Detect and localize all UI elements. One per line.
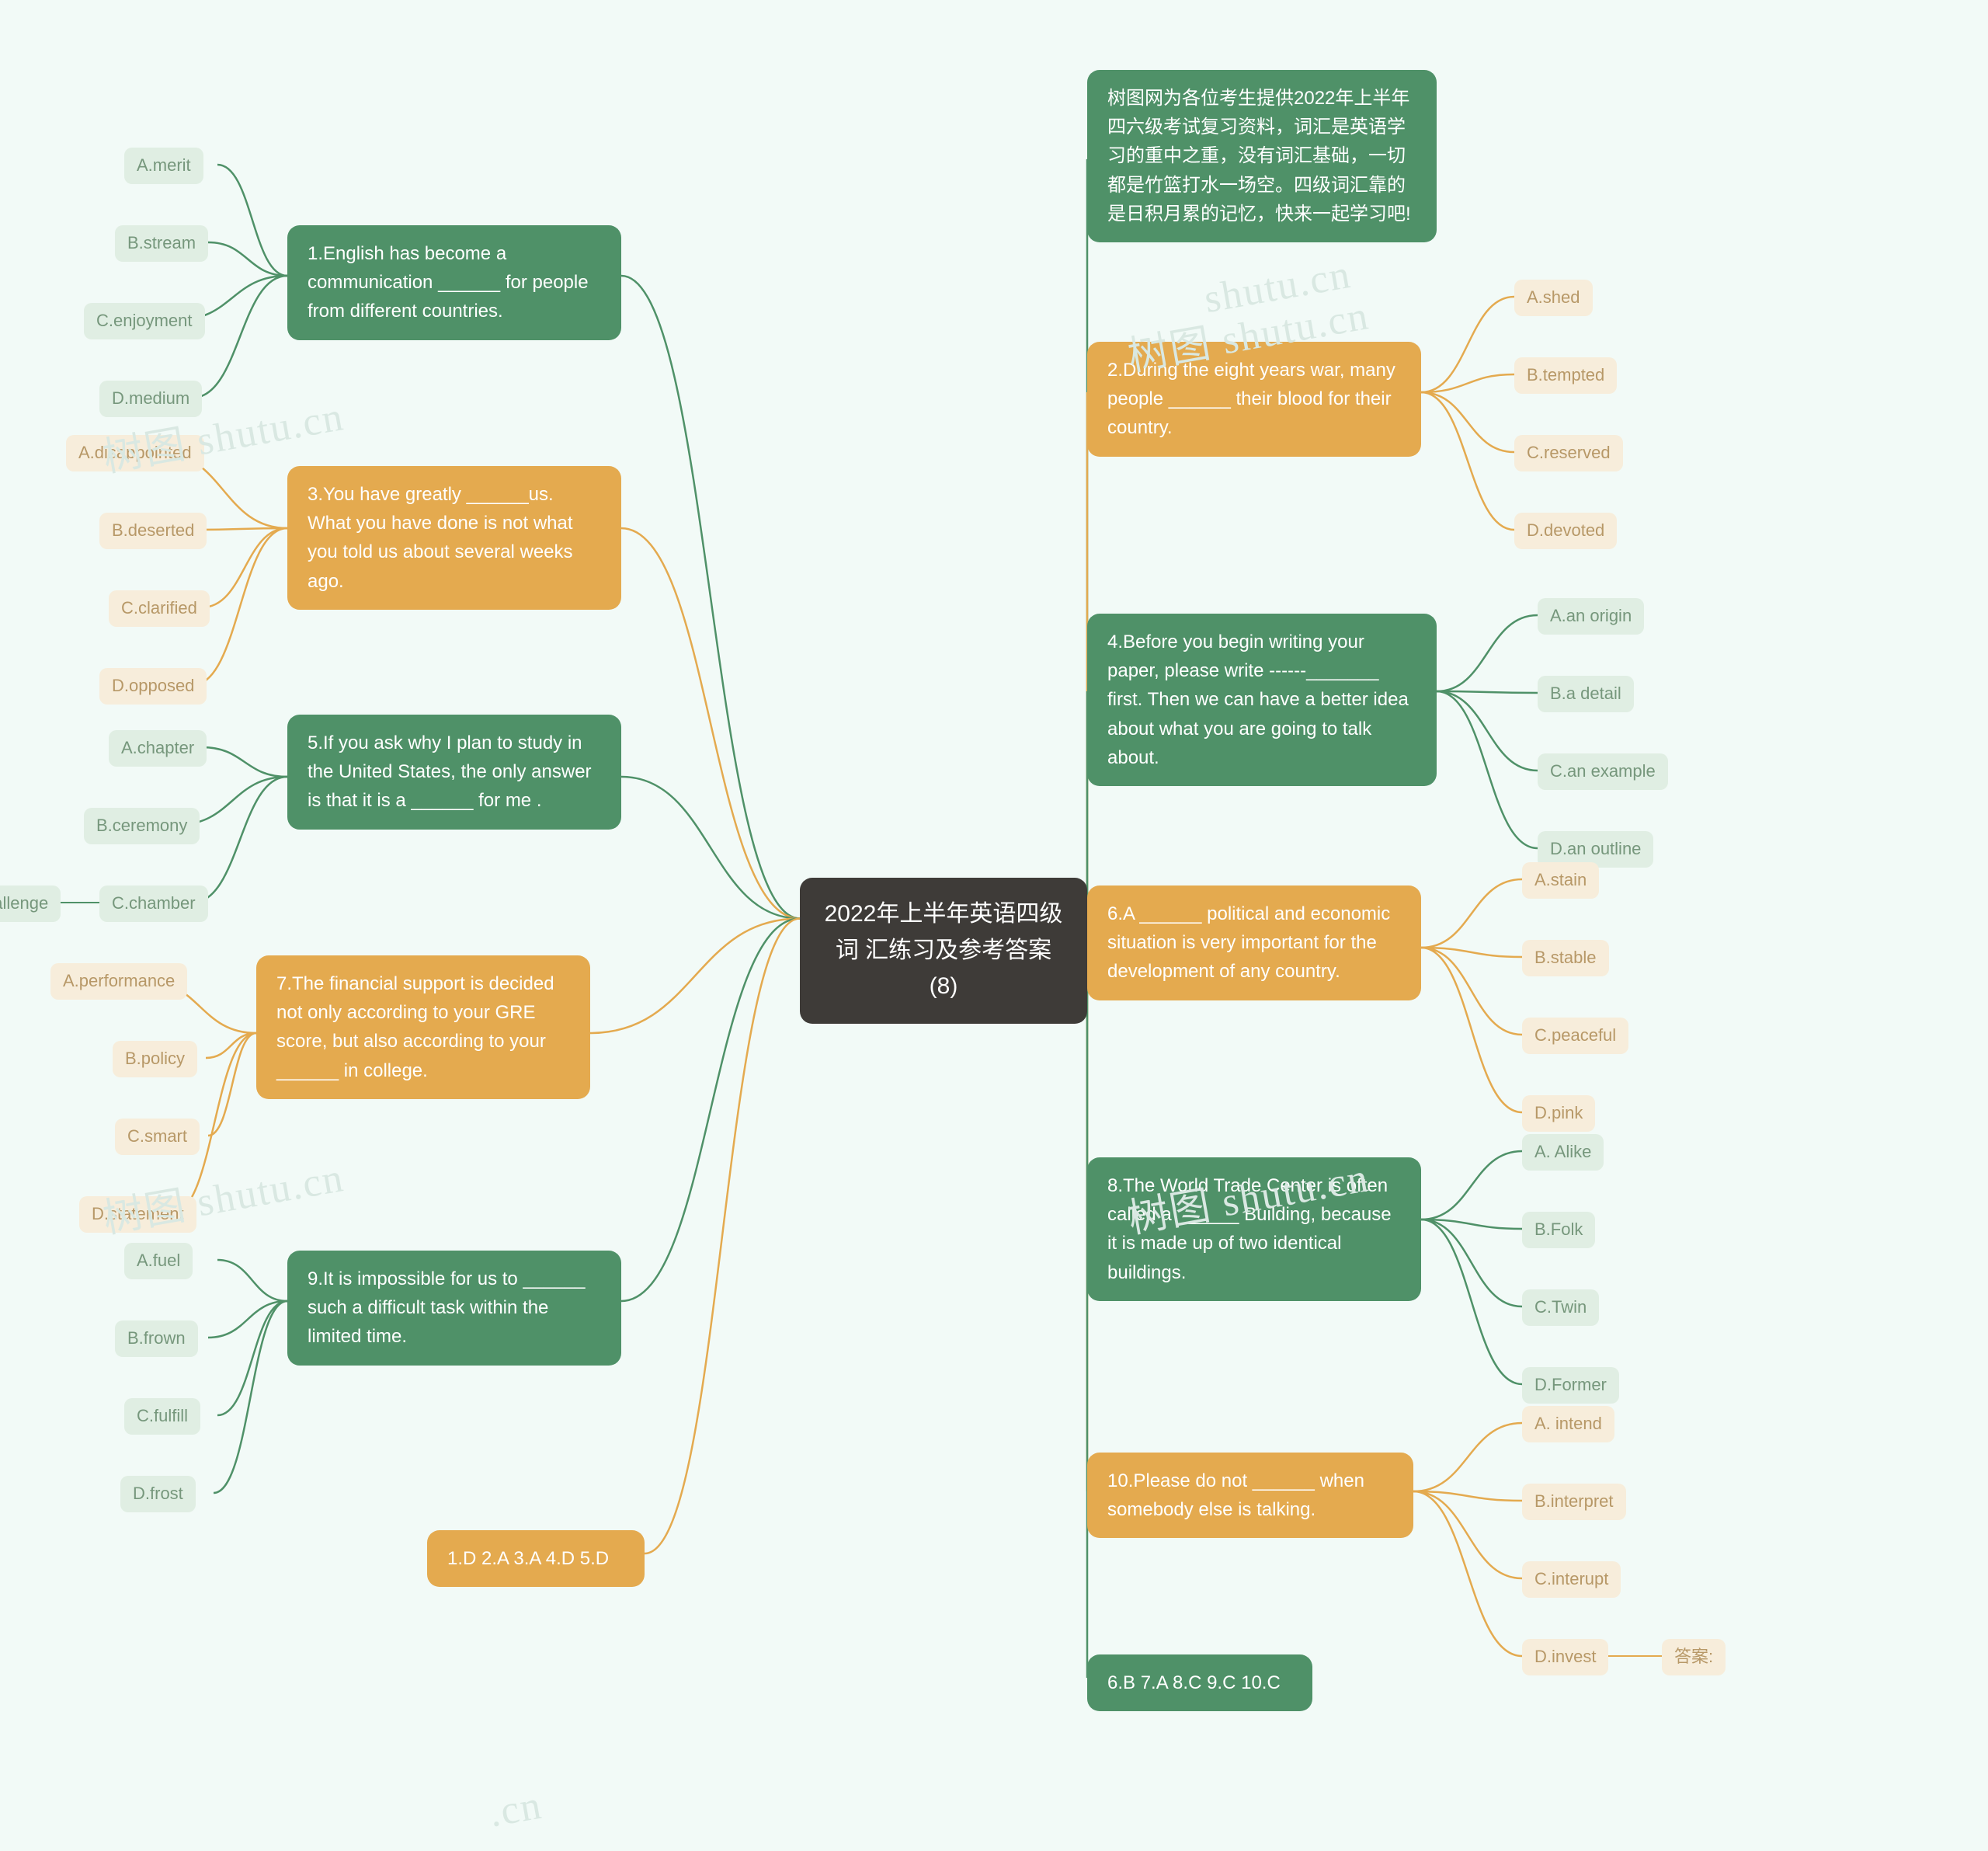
leaf-q5-2-child: D challenge	[0, 885, 61, 922]
center-text: 2022年上半年英语四级词 汇练习及参考答案(8)	[825, 901, 1063, 999]
leaf-q7-2: C.smart	[115, 1119, 200, 1155]
branch-ans1: 1.D 2.A 3.A 4.D 5.D	[427, 1530, 645, 1587]
leaf-q9-3: D.frost	[120, 1476, 196, 1512]
leaf-q3-3: D.opposed	[99, 668, 207, 705]
branch-q4: 4.Before you begin writing your paper, p…	[1087, 614, 1437, 786]
leaf-q9-1: B.frown	[115, 1320, 198, 1357]
leaf-q6-3: D.pink	[1522, 1095, 1595, 1132]
leaf-q8-2: C.Twin	[1522, 1289, 1599, 1326]
branch-q6: 6.A ______ political and economic situat…	[1087, 885, 1421, 1000]
leaf-q10-0: A. intend	[1522, 1406, 1614, 1442]
branch-ans2: 6.B 7.A 8.C 9.C 10.C	[1087, 1654, 1312, 1711]
leaf-q2-0: A.shed	[1514, 280, 1593, 316]
branch-q2: 2.During the eight years war, many peopl…	[1087, 342, 1421, 457]
leaf-q2-2: C.reserved	[1514, 435, 1623, 471]
branch-q7: 7.The financial support is decided not o…	[256, 955, 590, 1099]
leaf-q1-0: A.merit	[124, 148, 203, 184]
branch-q9: 9.It is impossible for us to ______ such…	[287, 1251, 621, 1366]
leaf-q8-3: D.Former	[1522, 1367, 1619, 1404]
leaf-q9-0: A.fuel	[124, 1243, 193, 1279]
leaf-q7-0: A.performance	[50, 963, 187, 1000]
leaf-q4-0: A.an origin	[1538, 598, 1644, 635]
watermark-4: shutu.cn	[1201, 252, 1354, 322]
branch-q5: 5.If you ask why I plan to study in the …	[287, 715, 621, 830]
leaf-q5-1: B.ceremony	[84, 808, 200, 844]
leaf-q10-3: D.invest	[1522, 1639, 1608, 1675]
leaf-q7-1: B.policy	[113, 1041, 197, 1077]
leaf-q1-3: D.medium	[99, 381, 202, 417]
leaf-q2-1: B.tempted	[1514, 357, 1617, 394]
leaf-q6-1: B.stable	[1522, 940, 1609, 976]
leaf-q8-1: B.Folk	[1522, 1212, 1595, 1248]
leaf-q10-3-child: 答案:	[1662, 1639, 1726, 1675]
leaf-q6-2: C.peaceful	[1522, 1018, 1628, 1054]
leaf-q5-2: C.chamber	[99, 885, 208, 922]
leaf-q4-2: C.an example	[1538, 753, 1668, 790]
leaf-q3-2: C.clarified	[109, 590, 210, 627]
leaf-q3-1: B.deserted	[99, 513, 207, 549]
branch-q10: 10.Please do not ______ when somebody el…	[1087, 1453, 1413, 1538]
branch-q3: 3.You have greatly ______us. What you ha…	[287, 466, 621, 610]
branch-q1: 1.English has become a communication ___…	[287, 225, 621, 340]
leaf-q1-1: B.stream	[115, 225, 208, 262]
leaf-q1-2: C.enjoyment	[84, 303, 205, 339]
leaf-q10-1: B.interpret	[1522, 1484, 1626, 1520]
leaf-q4-1: B.a detail	[1538, 676, 1634, 712]
leaf-q9-2: C.fulfill	[124, 1398, 200, 1435]
leaf-q8-0: A. Alike	[1522, 1134, 1604, 1171]
leaf-q3-0: A.disappointed	[66, 435, 204, 471]
branch-q8: 8.The World Trade Center is often called…	[1087, 1157, 1421, 1301]
branch-intro: 树图网为各位考生提供2022年上半年四六级考试复习资料，词汇是英语学习的重中之重…	[1087, 70, 1437, 242]
center-node: 2022年上半年英语四级词 汇练习及参考答案(8)	[800, 878, 1087, 1024]
leaf-q6-0: A.stain	[1522, 862, 1599, 899]
watermark-5: .cn	[485, 1783, 545, 1837]
leaf-q5-0: A.chapter	[109, 730, 207, 767]
leaf-q2-3: D.devoted	[1514, 513, 1617, 549]
leaf-q10-2: C.interupt	[1522, 1561, 1621, 1598]
leaf-q7-3: D.statement	[79, 1196, 196, 1233]
